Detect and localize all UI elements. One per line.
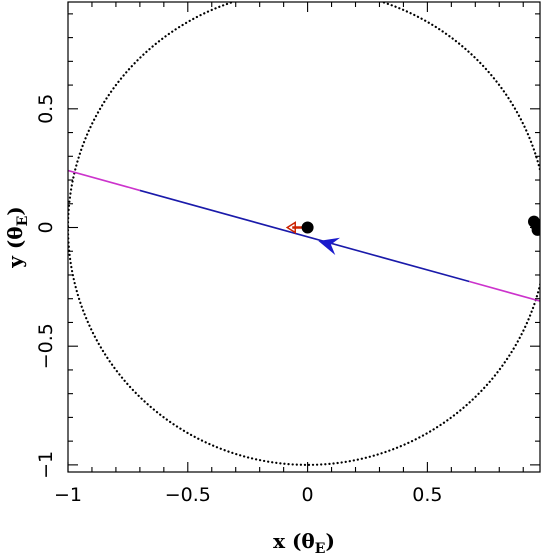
trajectory-outer-left <box>68 169 141 192</box>
x-tick-label: −0.5 <box>165 484 211 506</box>
y-tick-label: 0.5 <box>35 94 57 124</box>
tick-labels: −1 −0.5 0 0.5 −1 −0.5 0 0.5 <box>35 94 443 506</box>
y-tick-label: 0 <box>35 221 57 233</box>
trajectory-arrow <box>318 237 341 256</box>
x-axis-label: x (θE) <box>273 529 335 555</box>
y-axis-label: y (θE) <box>3 206 31 269</box>
plot-frame <box>67 1 541 473</box>
trajectory-outer-right <box>469 280 540 302</box>
y-tick-label: −1 <box>35 451 57 479</box>
y-tick-label: −0.5 <box>35 323 57 369</box>
x-tick-label: −1 <box>54 484 82 506</box>
plot-area <box>68 2 540 466</box>
lens-point-0 <box>301 221 314 234</box>
axis-ticks <box>67 2 540 472</box>
lens-point-3 <box>531 223 540 236</box>
trajectory-inner <box>139 189 470 283</box>
x-tick-label: 0 <box>302 484 314 506</box>
lens-motion-arrowhead <box>285 221 296 234</box>
x-tick-label: 0.5 <box>412 484 442 506</box>
